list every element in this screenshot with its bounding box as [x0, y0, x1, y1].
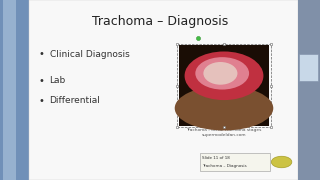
Text: Clinical Diagnosis: Clinical Diagnosis: [50, 50, 129, 59]
Ellipse shape: [185, 51, 263, 100]
Text: Lab: Lab: [50, 76, 66, 86]
Bar: [179, 45, 269, 126]
Text: Trachoma – Diagnosis: Trachoma – Diagnosis: [202, 164, 247, 168]
Text: •: •: [39, 96, 44, 106]
Text: Trachoma - tarsal trachoma stages
supermodeldan.com: Trachoma - tarsal trachoma stages superm…: [186, 128, 262, 137]
Ellipse shape: [204, 62, 237, 85]
Bar: [299, 54, 318, 81]
Bar: [298, 0, 320, 180]
Bar: [177, 44, 271, 127]
Circle shape: [271, 156, 292, 168]
Text: Differential: Differential: [50, 96, 100, 105]
Text: •: •: [39, 76, 44, 86]
Bar: [200, 153, 270, 171]
Text: Slide 11 of 18: Slide 11 of 18: [202, 156, 230, 160]
Bar: [0, 0, 29, 180]
Text: Trachoma – Diagnosis: Trachoma – Diagnosis: [92, 15, 228, 28]
Text: •: •: [39, 49, 44, 59]
Bar: [29, 0, 298, 180]
Bar: [3, 0, 16, 180]
Ellipse shape: [175, 86, 273, 130]
Ellipse shape: [195, 57, 249, 89]
